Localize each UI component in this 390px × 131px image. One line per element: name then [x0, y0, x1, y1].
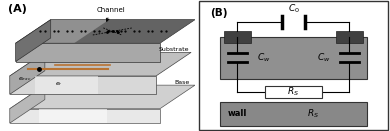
- Text: $R_S$: $R_S$: [287, 85, 300, 98]
- Text: (B): (B): [211, 8, 228, 18]
- Polygon shape: [35, 76, 98, 94]
- Polygon shape: [16, 20, 51, 62]
- Text: Base: Base: [174, 80, 189, 85]
- Text: $C_w$: $C_w$: [317, 51, 330, 64]
- Text: wall: wall: [228, 110, 247, 118]
- Polygon shape: [74, 20, 195, 43]
- Bar: [220, 37, 367, 79]
- Polygon shape: [10, 52, 45, 94]
- Polygon shape: [10, 52, 191, 76]
- Text: $e_r$: $e_r$: [55, 80, 62, 88]
- Bar: [220, 102, 367, 126]
- Text: $e_{exc}$: $e_{exc}$: [18, 75, 31, 83]
- Polygon shape: [39, 109, 107, 123]
- Polygon shape: [10, 76, 156, 94]
- Polygon shape: [10, 85, 45, 123]
- Text: Substrate: Substrate: [159, 47, 189, 52]
- Bar: [224, 31, 251, 43]
- Text: $C_0$: $C_0$: [287, 3, 300, 15]
- Text: Channel: Channel: [97, 7, 126, 21]
- Polygon shape: [16, 20, 195, 43]
- Polygon shape: [10, 109, 160, 123]
- Polygon shape: [16, 43, 160, 62]
- Bar: [336, 31, 363, 43]
- Text: (A): (A): [8, 4, 27, 14]
- Text: $C_w$: $C_w$: [257, 51, 270, 64]
- Text: $R_S$: $R_S$: [307, 108, 319, 120]
- Polygon shape: [10, 85, 195, 109]
- Bar: [264, 86, 323, 98]
